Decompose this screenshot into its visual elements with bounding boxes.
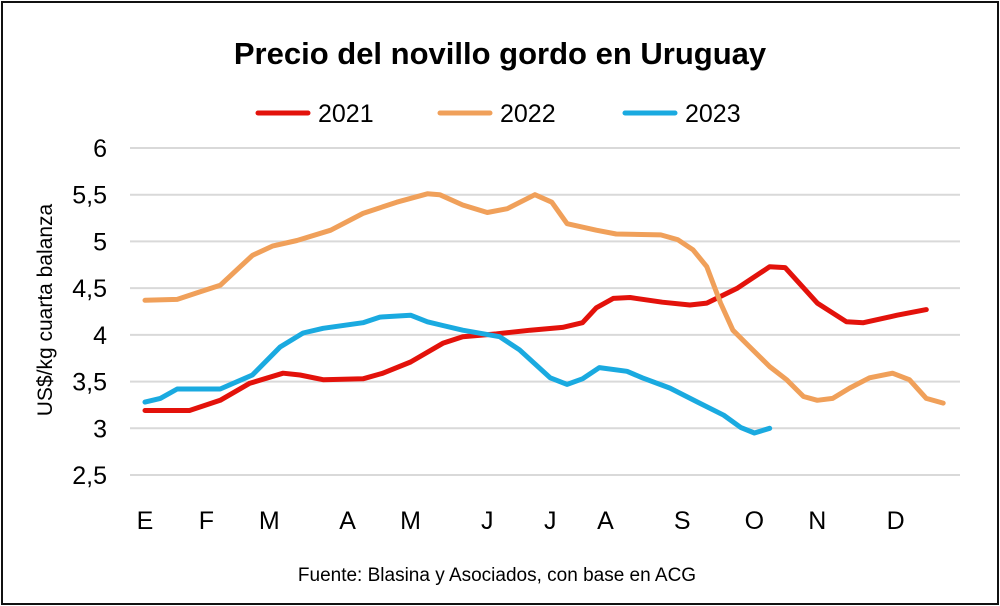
y-axis-label: US$/kg cuarta balanza (34, 203, 57, 416)
legend-item-2023: 2023 (622, 100, 741, 128)
x-tick-label: M (400, 507, 421, 535)
y-tick-label: 4 (93, 322, 107, 350)
x-tick-label: D (887, 507, 905, 535)
series-line-2021 (142, 264, 929, 413)
series-line-2023 (142, 312, 773, 436)
series-line-2022 (142, 191, 946, 406)
legend-label: 2023 (685, 100, 741, 128)
x-tick-label: M (259, 507, 280, 535)
y-tick-label: 2,5 (72, 462, 107, 490)
y-axis-ticks: 2,5 3 3,5 4 4,5 5 5,5 6 (72, 135, 107, 490)
legend-label: 2021 (318, 100, 374, 128)
x-tick-label: A (597, 507, 614, 535)
y-tick-label: 6 (93, 135, 107, 163)
y-tick-label: 3 (93, 415, 107, 443)
y-tick-label: 5,5 (72, 182, 107, 210)
x-tick-label: N (808, 507, 826, 535)
y-tick-label: 3,5 (72, 369, 107, 397)
x-tick-label: J (544, 507, 557, 535)
x-tick-label: E (137, 507, 154, 535)
legend-label: 2022 (500, 100, 556, 128)
legend-item-2022: 2022 (437, 100, 556, 128)
x-tick-label: F (199, 507, 214, 535)
y-tick-label: 5 (93, 228, 107, 256)
source-note: Fuente: Blasina y Asociados, con base en… (298, 565, 696, 586)
chart-title: Precio del novillo gordo en Uruguay (234, 36, 767, 71)
x-tick-label: O (745, 507, 764, 535)
y-tick-label: 4,5 (72, 275, 107, 303)
series-lines (142, 191, 946, 436)
gridlines (130, 147, 960, 476)
x-tick-label: A (339, 507, 356, 535)
legend: 2021 2022 2023 (255, 100, 741, 128)
x-tick-label: S (674, 507, 691, 535)
legend-item-2021: 2021 (255, 100, 374, 128)
x-tick-label: J (481, 507, 494, 535)
